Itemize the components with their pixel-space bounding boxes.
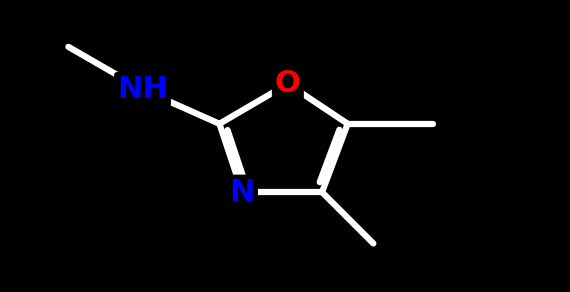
Text: O: O (275, 69, 301, 98)
Text: N: N (230, 178, 255, 207)
Text: NH: NH (117, 75, 168, 104)
